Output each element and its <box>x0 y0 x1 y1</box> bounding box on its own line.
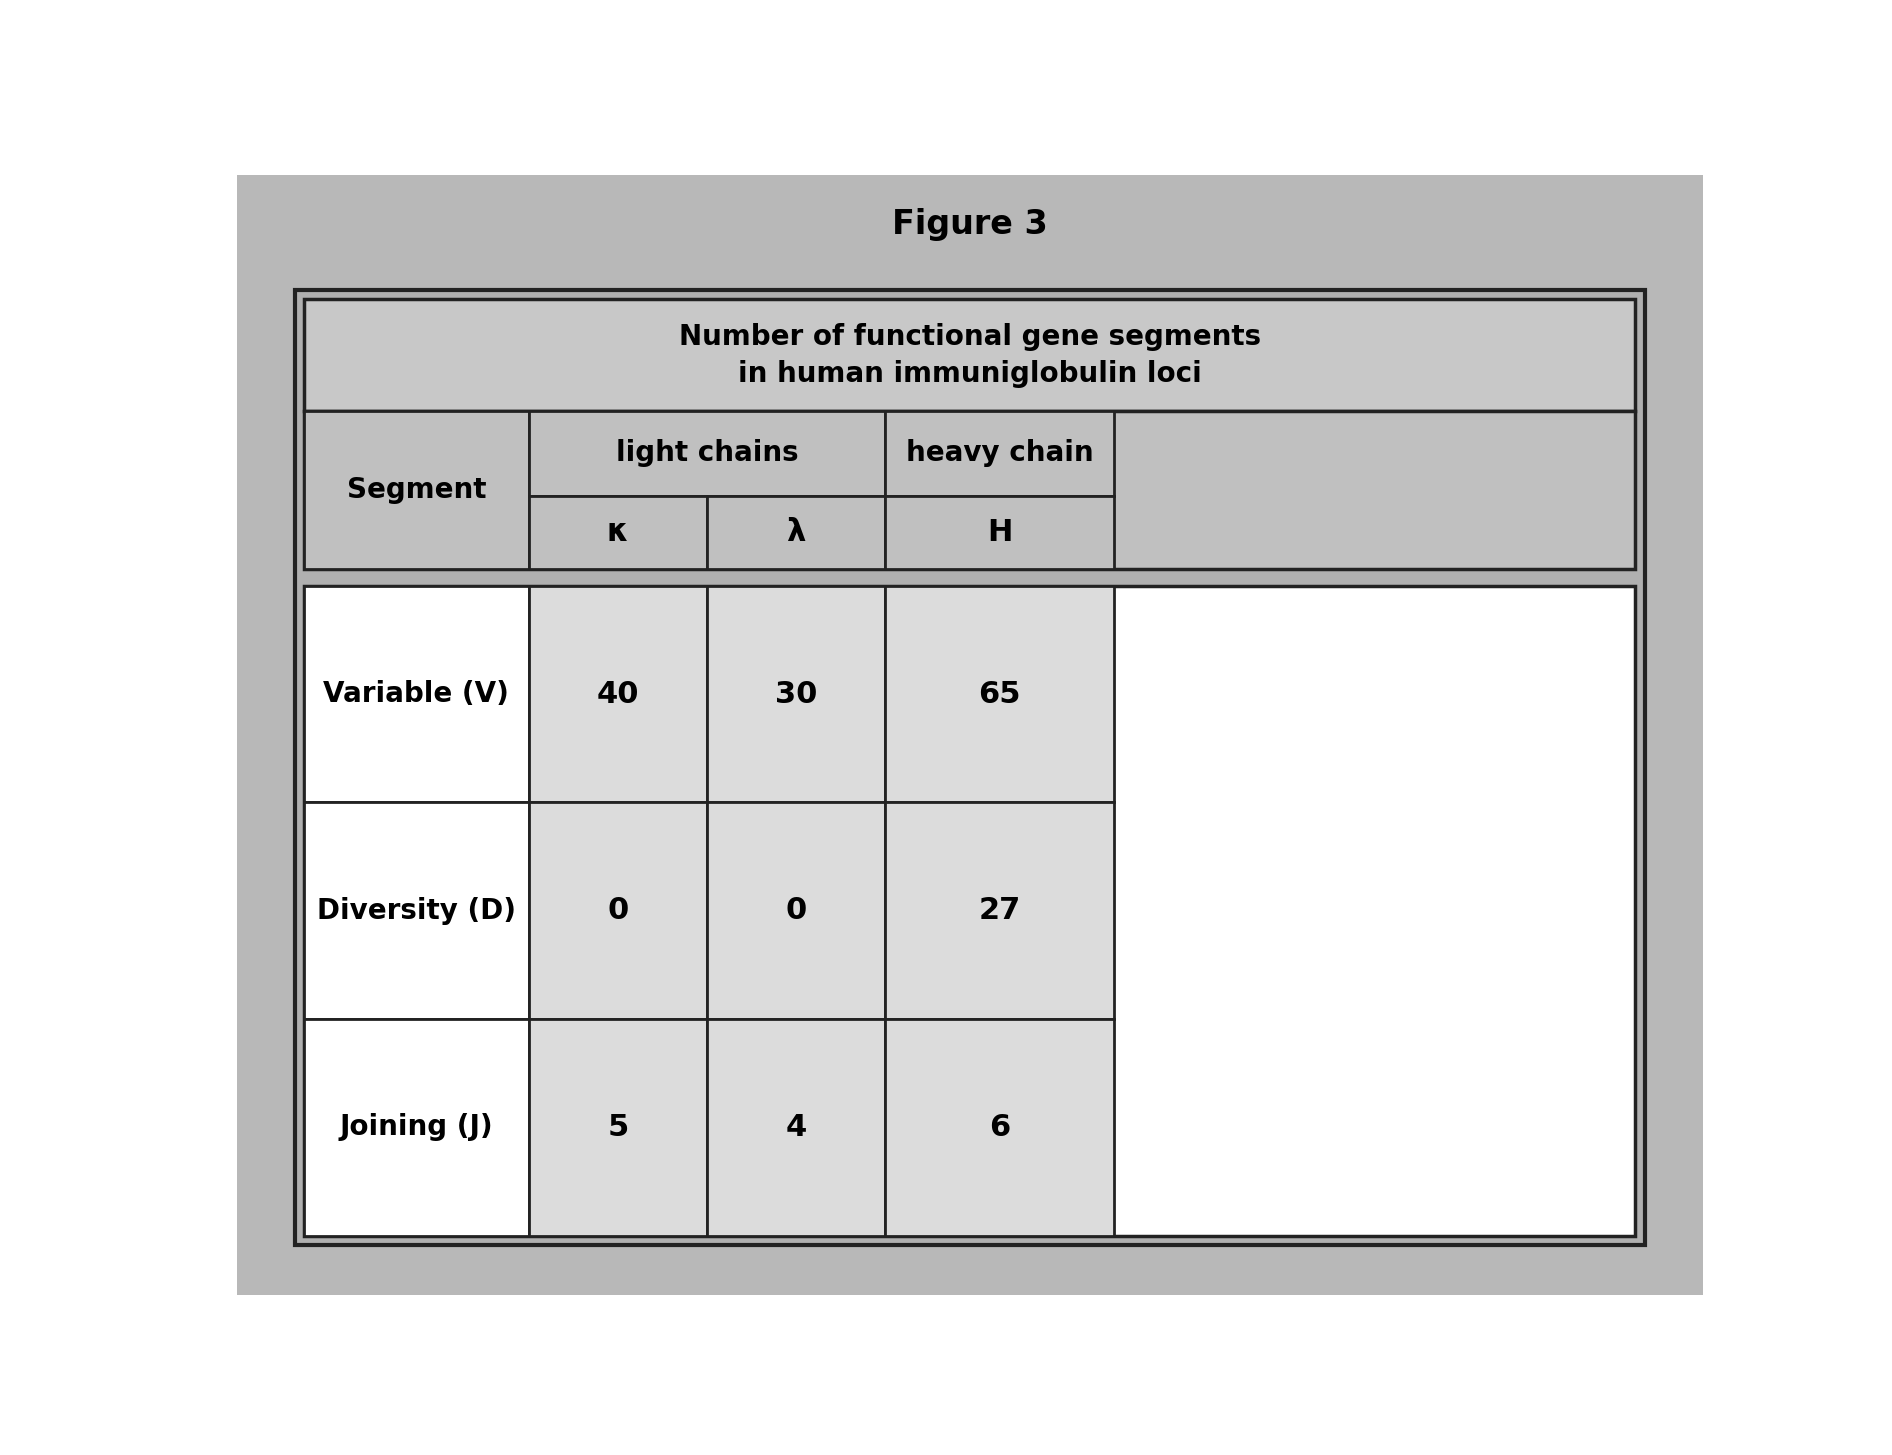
Bar <box>305 1018 528 1235</box>
Bar <box>885 1018 1114 1235</box>
Bar <box>528 1018 708 1235</box>
Bar <box>885 586 1114 802</box>
Text: Segment: Segment <box>346 476 486 503</box>
Text: 4: 4 <box>785 1113 806 1142</box>
Text: 6: 6 <box>990 1113 1010 1142</box>
Bar <box>528 496 708 569</box>
Bar <box>305 300 1635 410</box>
Text: 40: 40 <box>596 679 639 709</box>
Text: light chains: light chains <box>615 439 798 467</box>
Text: Variable (V): Variable (V) <box>324 679 509 709</box>
Text: Joining (J): Joining (J) <box>339 1113 494 1141</box>
Text: heavy chain: heavy chain <box>906 439 1094 467</box>
Text: H: H <box>988 518 1012 547</box>
Bar <box>305 802 528 1018</box>
Text: 27: 27 <box>978 896 1020 925</box>
Text: 0: 0 <box>785 896 806 925</box>
Bar <box>708 496 885 569</box>
Text: λ: λ <box>787 518 806 547</box>
Text: 5: 5 <box>607 1113 628 1142</box>
Text: Number of functional gene segments
in human immuniglobulin loci: Number of functional gene segments in hu… <box>679 323 1260 387</box>
Text: κ: κ <box>607 518 628 547</box>
Bar <box>295 290 1644 1245</box>
Bar <box>528 802 708 1018</box>
Text: Diversity (D): Diversity (D) <box>316 896 517 925</box>
Text: 65: 65 <box>978 679 1022 709</box>
Bar <box>305 586 528 802</box>
Text: Figure 3: Figure 3 <box>891 208 1048 242</box>
Bar <box>305 410 528 569</box>
Bar <box>708 802 885 1018</box>
Bar <box>885 496 1114 569</box>
Bar <box>305 410 1635 569</box>
Bar <box>708 586 885 802</box>
Bar <box>528 586 708 802</box>
Bar <box>885 410 1114 496</box>
Bar <box>528 410 885 496</box>
Bar <box>885 802 1114 1018</box>
Text: 30: 30 <box>776 679 817 709</box>
Text: 0: 0 <box>607 896 628 925</box>
Bar <box>305 586 1635 1235</box>
Bar <box>708 1018 885 1235</box>
